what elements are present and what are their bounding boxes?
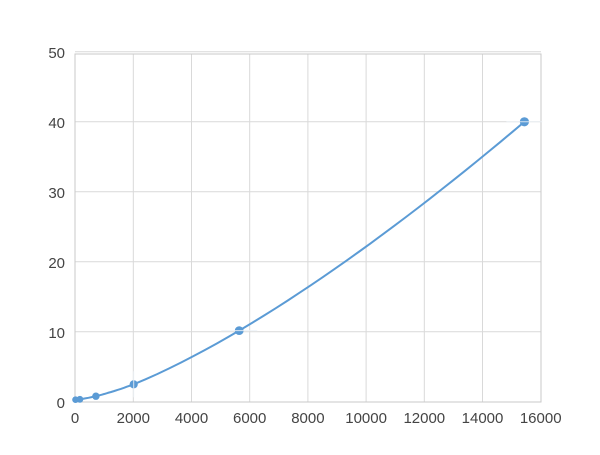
svg-text:30: 30	[48, 185, 65, 202]
svg-text:16000: 16000	[520, 410, 562, 427]
svg-text:0: 0	[71, 410, 79, 427]
svg-text:2000: 2000	[117, 410, 150, 427]
svg-text:8000: 8000	[291, 410, 324, 427]
svg-text:50: 50	[48, 45, 65, 62]
svg-text:20: 20	[48, 255, 65, 272]
svg-text:10: 10	[48, 325, 65, 342]
svg-text:10000: 10000	[345, 410, 387, 427]
svg-text:40: 40	[48, 115, 65, 132]
svg-text:6000: 6000	[233, 410, 266, 427]
svg-text:0: 0	[57, 395, 65, 412]
svg-text:12000: 12000	[403, 410, 445, 427]
svg-text:4000: 4000	[175, 410, 208, 427]
svg-text:14000: 14000	[462, 410, 504, 427]
